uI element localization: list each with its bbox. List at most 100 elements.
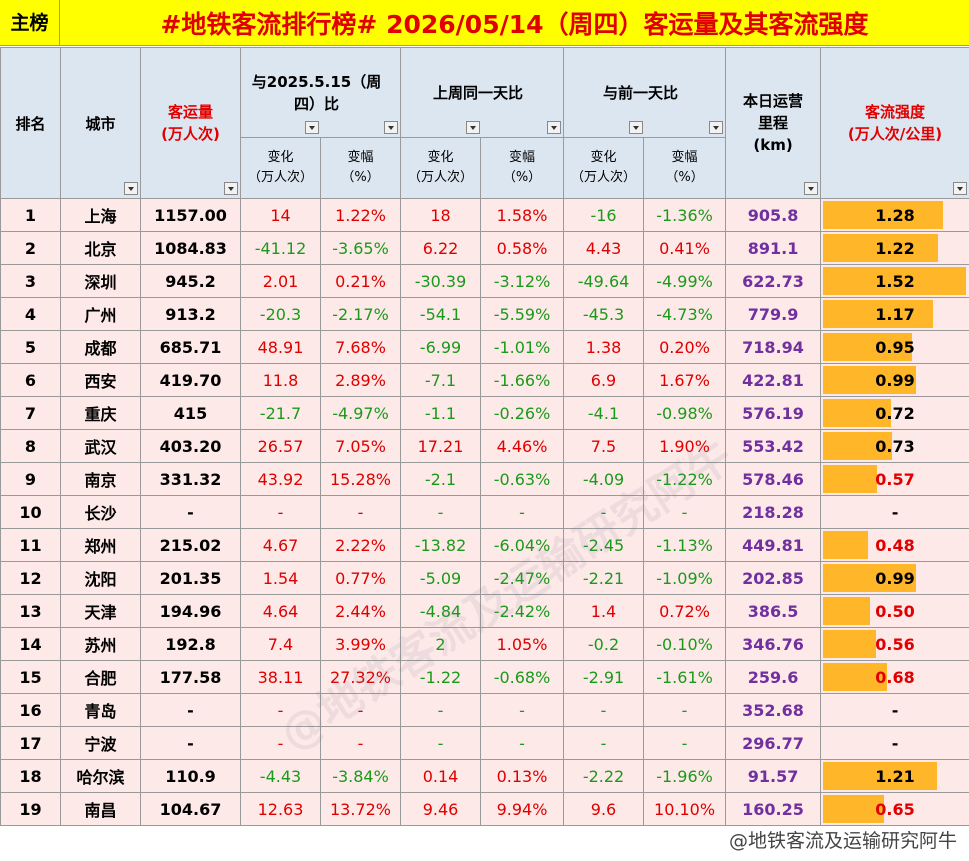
table-cell: 403.20 — [140, 429, 241, 463]
filter-button[interactable] — [547, 121, 562, 134]
table-cell: -4.43 — [240, 759, 321, 793]
table-cell: -2.42% — [479, 594, 565, 628]
intensity-bar — [823, 300, 934, 328]
table-cell: 青岛 — [60, 693, 141, 727]
table-cell: 0.65 — [820, 792, 969, 826]
table-cell: - — [563, 495, 645, 529]
intensity-value: 0.50 — [875, 601, 915, 621]
table-cell: - — [563, 726, 645, 760]
table-row: 4 广州 913.2 -20.3 -2.17% -54.1 -5.59% -45.3 -4.73… — [0, 297, 969, 331]
table-cell: 218.28 — [725, 495, 822, 529]
table-cell: -30.39 — [400, 264, 481, 298]
intensity-value: 1.28 — [875, 205, 915, 225]
sub-header: 变幅 （%） — [643, 137, 727, 199]
table-cell: -6.99 — [400, 330, 481, 364]
header-line: 变化 — [427, 150, 454, 165]
table-cell: -4.73% — [643, 297, 727, 331]
table-cell: 3.99% — [320, 627, 401, 661]
table-cell: 2.01 — [240, 264, 321, 298]
table-row: 7 重庆 415 -21.7 -4.97% -1.1 -0.26% -4.1 -0.98% 576… — [0, 396, 969, 430]
table-cell: -5.59% — [479, 297, 565, 331]
filter-button[interactable] — [384, 121, 398, 134]
filter-button[interactable] — [804, 182, 819, 195]
filter-button[interactable] — [304, 121, 319, 134]
intensity-value: 0.57 — [875, 469, 915, 489]
table-cell: 4.67 — [240, 528, 321, 562]
header-line: （%） — [502, 170, 542, 185]
table-cell: -13.82 — [400, 528, 481, 562]
table-cell: 15 — [0, 660, 61, 694]
header-cell: 排名 — [0, 47, 61, 199]
table-cell: -7.1 — [400, 363, 481, 397]
sub-header: 变幅 （%） — [479, 137, 565, 199]
header-line: （万人次） — [407, 170, 473, 185]
table-cell: - — [320, 726, 401, 760]
table-cell: - — [240, 726, 321, 760]
table-cell: 331.32 — [140, 462, 241, 496]
table-row: 17 宁波 - - - - - - -296.77- — [0, 726, 969, 760]
table-cell: 5 — [0, 330, 61, 364]
table-cell: -45.3 — [563, 297, 645, 331]
intensity-value: 1.52 — [875, 271, 915, 291]
table-row: 16 青岛 - - - - - - -352.68- — [0, 693, 969, 727]
table-cell: 194.96 — [140, 594, 241, 628]
intensity-value: - — [891, 502, 899, 522]
table-cell: -2.21 — [563, 561, 645, 595]
header-line: （%） — [665, 170, 704, 185]
table-cell: 长沙 — [60, 495, 141, 529]
table-cell: 1 — [0, 198, 61, 232]
table-cell: 北京 — [60, 231, 141, 265]
intensity-bar — [823, 630, 876, 658]
table-cell: -1.22% — [643, 462, 727, 496]
table-cell: 891.1 — [725, 231, 822, 265]
sub-header: 变幅 （%） — [320, 137, 401, 199]
table-cell: -0.63% — [479, 462, 565, 496]
header-text: 与前一天比 — [603, 83, 679, 102]
filter-button[interactable] — [466, 121, 481, 134]
intensity-bar — [823, 234, 938, 262]
header-cell: 客运量 (万人次) — [140, 47, 241, 199]
table-cell: 386.5 — [725, 594, 822, 628]
intensity-bar — [823, 432, 892, 460]
table-cell: 1.22 — [820, 231, 969, 265]
filter-button[interactable] — [124, 182, 138, 195]
header-line: 客运量 — [167, 103, 213, 121]
filter-button[interactable] — [628, 121, 643, 134]
filter-button[interactable] — [709, 121, 724, 134]
table-cell: 0.13% — [479, 759, 565, 793]
intensity-value: - — [891, 733, 899, 753]
header-line: （万人次） — [247, 170, 313, 185]
table-cell: 91.57 — [725, 759, 822, 793]
table-cell: - — [479, 693, 565, 727]
group-header: 上周同一天比 — [399, 47, 565, 138]
intensity-value: 0.48 — [875, 535, 915, 555]
table-cell: 17.21 — [400, 429, 481, 463]
table-cell: - — [140, 726, 241, 760]
table-cell: 南京 — [60, 462, 141, 496]
table-row: 5 成都 685.71 48.91 7.68% -6.99 -1.01% 1.38 0.20% 7… — [0, 330, 969, 364]
table-row: 14 苏州 192.8 7.4 3.99% 2 1.05% -0.2 -0.10% 346.76 0… — [0, 627, 969, 661]
table-cell: 0.56 — [820, 627, 969, 661]
table-cell: 4.64 — [240, 594, 321, 628]
table-cell: -2.22 — [563, 759, 645, 793]
table-cell: 1.52 — [820, 264, 969, 298]
header-text: 城市 — [85, 114, 116, 133]
table-cell: - — [563, 693, 645, 727]
table-cell: 26.57 — [240, 429, 321, 463]
table-cell: -2.17% — [320, 297, 401, 331]
table-cell: 0.20% — [643, 330, 727, 364]
filter-button[interactable] — [953, 182, 968, 195]
table-cell: -3.65% — [320, 231, 401, 265]
table-cell: 905.8 — [725, 198, 822, 232]
table-cell: 合肥 — [60, 660, 141, 694]
header-line: 变化 — [590, 150, 617, 165]
table-cell: -0.98% — [643, 396, 727, 430]
table-cell: 10.10% — [643, 792, 727, 826]
table-cell: 南昌 — [60, 792, 141, 826]
table-cell: 622.73 — [725, 264, 822, 298]
filter-button[interactable] — [224, 182, 238, 195]
table-cell: 武汉 — [60, 429, 141, 463]
intensity-value: 0.56 — [875, 634, 915, 654]
header-cell: 城市 — [60, 47, 141, 199]
header-line: 客流强度 — [865, 103, 926, 121]
